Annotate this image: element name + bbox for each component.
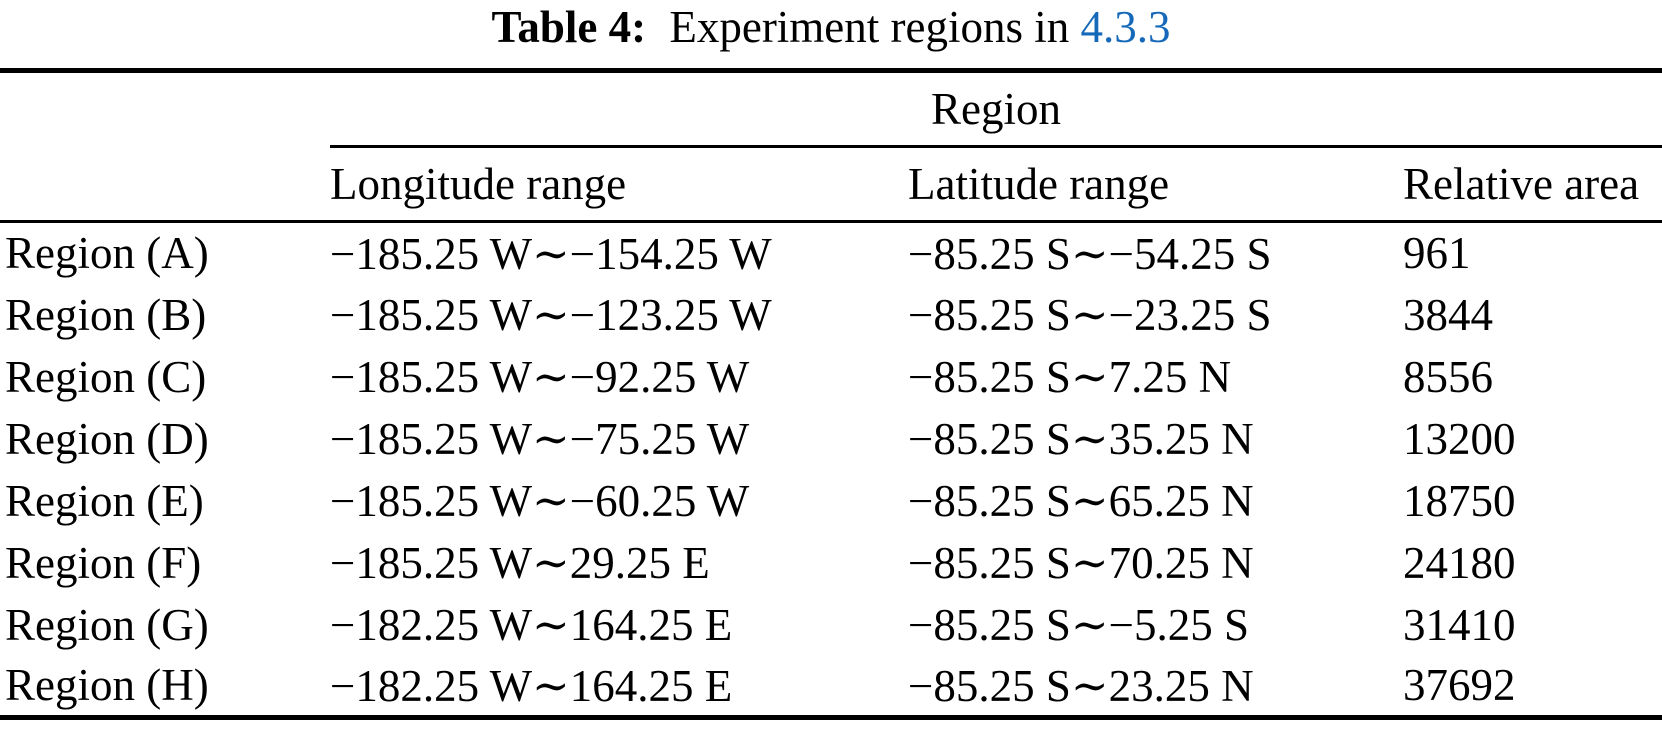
latitude-range: −85.25 S∼7.25 N: [908, 352, 1232, 402]
empty-corner-cell: [0, 71, 330, 147]
latitude-range: −85.25 S∼−5.25 S: [908, 600, 1250, 650]
longitude-range: −185.25 W∼−92.25 W: [330, 352, 750, 402]
region-name: Region (A): [5, 228, 209, 279]
region-name: Region (B): [5, 289, 207, 340]
relative-area: 961: [1403, 228, 1471, 279]
table-row-region-c: Region (C) −185.25 W∼−92.25 W −85.25 S∼7…: [0, 346, 1662, 408]
latitude-range: −85.25 S∼23.25 N: [908, 660, 1254, 711]
region-name: Region (G): [5, 599, 209, 650]
latitude-range: −85.25 S∼−23.25 S: [908, 290, 1272, 340]
table-row-region-b: Region (B) −185.25 W∼−123.25 W −85.25 S∼…: [0, 284, 1662, 346]
column-header-longitude-range: Longitude range: [330, 146, 908, 223]
table-caption: Table 4: Experiment regions in 4.3.3: [0, 0, 1662, 52]
column-header-relative-area: Relative area: [1403, 146, 1662, 223]
latitude-range: −85.25 S∼65.25 N: [908, 476, 1254, 526]
table-row-region-h: Region (H) −182.25 W∼164.25 E −85.25 S∼2…: [0, 656, 1662, 718]
column-header-row: Longitude range Latitude range Relative …: [0, 146, 1662, 223]
longitude-range: −182.25 W∼164.25 E: [330, 600, 733, 650]
column-header-latitude-range: Latitude range: [908, 146, 1403, 223]
region-name: Region (H): [5, 660, 209, 711]
longitude-range: −185.25 W∼−75.25 W: [330, 414, 750, 464]
table-row-region-e: Region (E) −185.25 W∼−60.25 W −85.25 S∼6…: [0, 470, 1662, 532]
longitude-range: −182.25 W∼164.25 E: [330, 660, 733, 711]
region-name: Region (F): [5, 537, 202, 588]
longitude-range: −185.25 W∼−60.25 W: [330, 476, 750, 526]
region-name: Region (C): [5, 351, 207, 402]
table-row-region-d: Region (D) −185.25 W∼−75.25 W −85.25 S∼3…: [0, 408, 1662, 470]
relative-area: 31410: [1403, 599, 1516, 650]
region-name: Region (E): [5, 475, 204, 526]
region-name: Region (D): [5, 413, 209, 464]
experiment-regions-table: Region Longitude range Latitude range Re…: [0, 68, 1662, 720]
relative-area: 18750: [1403, 475, 1516, 526]
table-caption-text: Experiment regions in: [669, 2, 1070, 52]
empty-header-cell: [0, 146, 330, 223]
section-link[interactable]: 4.3.3: [1080, 2, 1171, 52]
longitude-range: −185.25 W∼−123.25 W: [330, 290, 772, 340]
group-header-region: Region: [330, 70, 1662, 148]
table-row-region-a: Region (A) −185.25 W∼−154.25 W −85.25 S∼…: [0, 222, 1662, 284]
table-row-region-f: Region (F) −185.25 W∼29.25 E −85.25 S∼70…: [0, 532, 1662, 594]
relative-area: 3844: [1403, 289, 1493, 340]
relative-area: 37692: [1403, 660, 1516, 711]
longitude-range: −185.25 W∼−154.25 W: [330, 228, 772, 279]
relative-area: 13200: [1403, 413, 1516, 464]
longitude-range: −185.25 W∼29.25 E: [330, 538, 710, 588]
relative-area: 8556: [1403, 351, 1493, 402]
latitude-range: −85.25 S∼−54.25 S: [908, 228, 1272, 279]
table-caption-label: Table 4:: [491, 2, 647, 52]
group-header-row: Region: [0, 70, 1662, 148]
table-row-region-g: Region (G) −182.25 W∼164.25 E −85.25 S∼−…: [0, 594, 1662, 656]
relative-area: 24180: [1403, 537, 1516, 588]
latitude-range: −85.25 S∼35.25 N: [908, 414, 1254, 464]
latitude-range: −85.25 S∼70.25 N: [908, 538, 1254, 588]
